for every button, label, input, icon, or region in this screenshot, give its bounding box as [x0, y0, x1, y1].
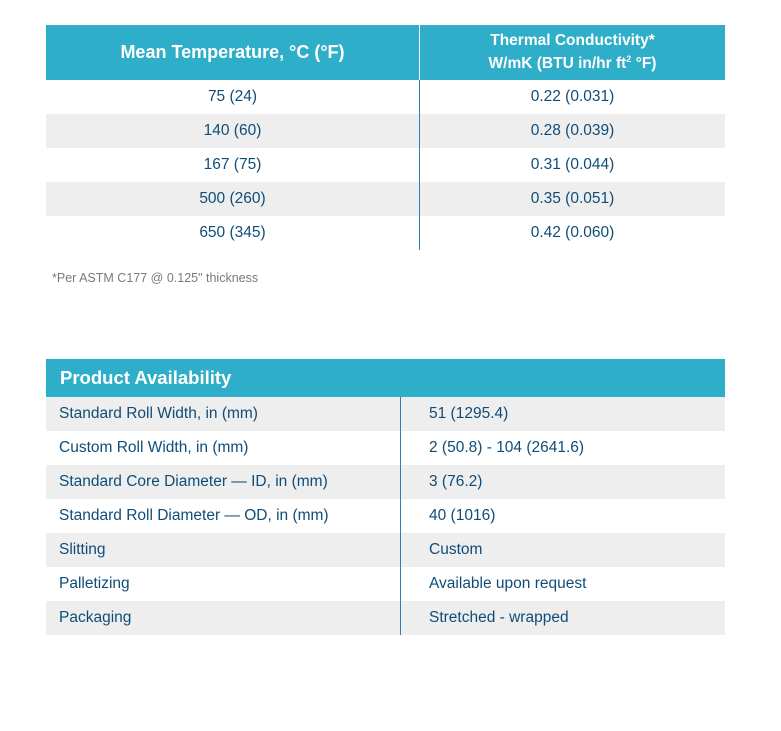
mean-temperature-header: Mean Temperature, °C (°F) [120, 42, 345, 62]
availability-label-cell: Palletizing [59, 575, 130, 592]
conductivity-units-pre: W/mK (BTU in/hr ft [488, 55, 627, 73]
column-divider [400, 465, 401, 499]
table-row: Packaging Stretched - wrapped [46, 601, 725, 635]
conductivity-units-exponent: 2 [626, 53, 632, 64]
conductivity-cell: 0.31 (0.044) [530, 156, 615, 173]
conductivity-units-post: °F) [631, 55, 657, 73]
availability-label-cell: Packaging [59, 609, 132, 626]
conductivity-cell: 0.35 (0.051) [530, 190, 615, 207]
column-divider [419, 148, 420, 182]
column-divider [400, 431, 401, 465]
availability-value-cell: 3 (76.2) [429, 473, 483, 490]
column-divider [400, 397, 401, 431]
column-divider [419, 80, 420, 114]
availability-label-cell: Standard Core Diameter — ID, in (mm) [59, 473, 328, 490]
table-row: 500 (260) 0.35 (0.051) [46, 182, 725, 216]
availability-value-cell: 2 (50.8) - 104 (2641.6) [429, 439, 585, 456]
conductivity-cell: 0.28 (0.039) [530, 122, 615, 139]
temperature-cell: 140 (60) [203, 122, 262, 139]
column-divider [400, 567, 401, 601]
availability-value-cell: 51 (1295.4) [429, 405, 509, 422]
table-row: Standard Core Diameter — ID, in (mm) 3 (… [46, 465, 725, 499]
thermal-table-footnote: *Per ASTM C177 @ 0.125" thickness [52, 271, 259, 285]
product-availability-title: Product Availability [46, 359, 725, 397]
table-row: Standard Roll Diameter — OD, in (mm) 40 … [46, 499, 725, 533]
conductivity-header-line1: Thermal Conductivity* [490, 31, 655, 49]
product-availability-table: Product Availability Standard Roll Width… [46, 359, 725, 635]
thermal-conductivity-table: Mean Temperature, °C (°F) Thermal Conduc… [46, 25, 725, 250]
column-divider [419, 182, 420, 216]
column-divider [419, 25, 420, 80]
column-divider [400, 499, 401, 533]
availability-value-cell: Stretched - wrapped [429, 609, 569, 626]
table-row: 650 (345) 0.42 (0.060) [46, 216, 725, 250]
table-row: 140 (60) 0.28 (0.039) [46, 114, 725, 148]
temperature-cell: 650 (345) [199, 224, 266, 241]
column-divider [419, 114, 420, 148]
availability-value-cell: Custom [429, 541, 483, 558]
table-row: 167 (75) 0.31 (0.044) [46, 148, 725, 182]
conductivity-cell: 0.42 (0.060) [530, 224, 615, 241]
table-row: Standard Roll Width, in (mm) 51 (1295.4) [46, 397, 725, 431]
temperature-cell: 75 (24) [207, 88, 258, 105]
thermal-table-header: Mean Temperature, °C (°F) Thermal Conduc… [46, 25, 725, 80]
column-divider [400, 601, 401, 635]
availability-value-cell: Available upon request [429, 575, 587, 592]
table-row: Custom Roll Width, in (mm) 2 (50.8) - 10… [46, 431, 725, 465]
availability-label-cell: Standard Roll Width, in (mm) [59, 405, 258, 422]
availability-label-cell: Slitting [59, 541, 106, 558]
column-divider [419, 216, 420, 250]
table-row: 75 (24) 0.22 (0.031) [46, 80, 725, 114]
thermal-conductivity-header: Thermal Conductivity* W/mK (BTU in/hr ft… [420, 25, 725, 80]
temperature-cell: 167 (75) [203, 156, 262, 173]
conductivity-header-line2: W/mK (BTU in/hr ft2 °F) [489, 50, 657, 73]
table-row: Palletizing Available upon request [46, 567, 725, 601]
column-divider [400, 533, 401, 567]
availability-label-cell: Standard Roll Diameter — OD, in (mm) [59, 507, 329, 524]
table-row: Slitting Custom [46, 533, 725, 567]
availability-label-cell: Custom Roll Width, in (mm) [59, 439, 249, 456]
temperature-cell: 500 (260) [199, 190, 266, 207]
availability-value-cell: 40 (1016) [429, 507, 496, 524]
conductivity-cell: 0.22 (0.031) [530, 88, 615, 105]
